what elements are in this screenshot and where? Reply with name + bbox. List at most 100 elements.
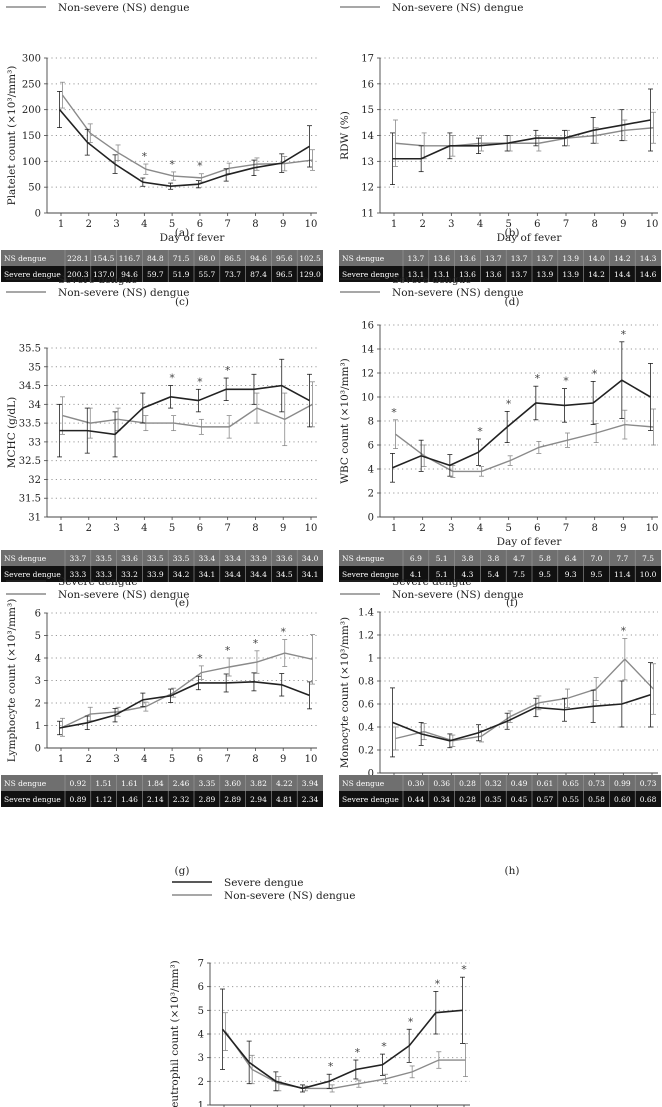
panel-tag-f: (f) [506, 597, 518, 609]
table-cell: 116.7 [119, 254, 141, 263]
table-cell: 3.94 [302, 779, 319, 788]
y-tick-label: 33.5 [19, 419, 41, 430]
y-tick-label: 1.4 [358, 608, 374, 619]
legend-nonsevere-label: Non-severe (NS) dengue [58, 589, 189, 601]
table-cell: 59.7 [147, 270, 164, 279]
y-axis-label: Lymphocyte count (×10³/mm³) [6, 599, 18, 763]
y-tick-label: 2 [368, 489, 374, 500]
x-tick-label: 5 [169, 754, 175, 765]
table-cell: 34.5 [276, 570, 293, 579]
data-table-f: NS dengue 0.30 0.36 0.28 0.32 0.49 0.61 0.65 0.7… [339, 775, 661, 807]
table-row-ns [339, 775, 661, 791]
table-cell: 33.5 [173, 554, 190, 563]
table-cell: 13.7 [485, 254, 502, 263]
significance-star: * [391, 406, 397, 419]
y-tick-label: 300 [22, 54, 41, 65]
table-cell: 10.0 [640, 570, 657, 579]
y-axis-label: Monocyte count (×10³/mm³) [339, 617, 351, 768]
table-row-severe [1, 266, 323, 282]
x-tick-label: 9 [280, 523, 286, 534]
legend-severe-label: Severe dengue [58, 274, 138, 286]
data-table-d: NS dengue 6.9 5.1 3.8 3.8 4.7 5.8 6.4 7.0 7.7 7.5 S… [339, 550, 661, 582]
y-tick-label: 0 [368, 769, 374, 780]
y-tick-label: 17 [361, 54, 374, 65]
significance-star: * [506, 397, 512, 410]
y-tick-label: 6 [368, 441, 374, 452]
x-tick-label: 6 [197, 754, 203, 765]
y-tick-label: 4 [198, 1030, 204, 1041]
table-cell: 13.6 [433, 254, 450, 263]
x-tick-label: 8 [591, 523, 597, 534]
table-cell: 14.2 [588, 270, 605, 279]
table-cell: 0.45 [511, 795, 528, 804]
table-cell: 5.1 [436, 570, 448, 579]
x-tick-label: 5 [505, 523, 511, 534]
x-tick-label: 4 [477, 523, 483, 534]
table-cell: 73.7 [224, 270, 241, 279]
y-tick-label: 3 [198, 1053, 204, 1064]
x-tick-label: 10 [305, 219, 318, 230]
table-cell: 9.5 [591, 570, 603, 579]
table-cell: 14.0 [588, 254, 605, 263]
x-tick-label: 4 [477, 219, 483, 230]
table-cell: 102.5 [299, 254, 321, 263]
panel-tag-c: (c) [175, 296, 189, 308]
series-line-nonsevere [224, 1031, 466, 1090]
legend-nonsevere-label: Non-severe (NS) dengue [392, 589, 523, 601]
table-cell: 1.61 [121, 779, 138, 788]
x-tick-label: 7 [224, 754, 230, 765]
table-cell: 4.7 [513, 554, 525, 563]
y-tick-label: 16 [361, 321, 374, 332]
y-tick-label: 150 [22, 131, 41, 142]
x-tick-label: 2 [419, 523, 425, 534]
table-cell: 3.8 [487, 554, 499, 563]
x-tick-label: 3 [113, 754, 119, 765]
x-tick-label: 7 [563, 523, 569, 534]
legend-nonsevere-label: Non-severe (NS) dengue [392, 2, 523, 14]
table-cell: 3.8 [462, 554, 474, 563]
series-line-nonsevere [61, 94, 313, 179]
table-cell: 3.60 [224, 779, 241, 788]
y-axis-label: WBC count (×10³/mm³) [339, 358, 351, 484]
series-line-severe [58, 108, 310, 187]
y-tick-label: 1 [368, 654, 374, 665]
legend-severe-label: Severe dengue [58, 0, 138, 1]
y-axis-label: Platelet count (×10³/mm³) [6, 66, 18, 206]
x-tick-label: 1 [391, 219, 397, 230]
table-cell: 33.2 [121, 570, 138, 579]
y-tick-label: 50 [28, 183, 41, 194]
x-tick-label: 7 [224, 523, 230, 534]
table-cell: 4.1 [410, 570, 422, 579]
table-cell: 0.73 [640, 779, 657, 788]
x-tick-label: 5 [505, 219, 511, 230]
significance-star: * [328, 1060, 334, 1073]
table-cell: 34.4 [250, 570, 267, 579]
series-line-nonsevere [395, 127, 654, 147]
y-tick-label: 14 [361, 345, 374, 356]
y-axis-label: MCHC (g/dL) [6, 397, 18, 468]
series-line-severe [392, 119, 651, 160]
y-tick-label: 0 [35, 209, 41, 220]
table-cell: 0.55 [562, 795, 579, 804]
table-cell: 5.4 [487, 570, 499, 579]
table-row-ns [339, 250, 661, 266]
table-cell: 6.4 [565, 554, 577, 563]
table-cell: 2.46 [173, 779, 190, 788]
table-row-label: Severe dengue [4, 795, 61, 804]
table-cell: 33.5 [147, 554, 164, 563]
significance-star: * [535, 372, 541, 385]
table-cell: 95.6 [276, 254, 293, 263]
significance-star: * [280, 626, 286, 639]
x-tick-label: 1 [58, 523, 64, 534]
y-tick-label: 16 [361, 79, 374, 90]
table-cell: 2.34 [302, 795, 319, 804]
table-cell: 0.60 [614, 795, 631, 804]
table-row-severe [339, 266, 661, 282]
table-row-severe [339, 566, 661, 582]
significance-star: * [197, 160, 203, 173]
table-cell: 0.58 [588, 795, 605, 804]
x-tick-label: 6 [534, 219, 540, 230]
y-tick-label: 8 [368, 417, 374, 428]
